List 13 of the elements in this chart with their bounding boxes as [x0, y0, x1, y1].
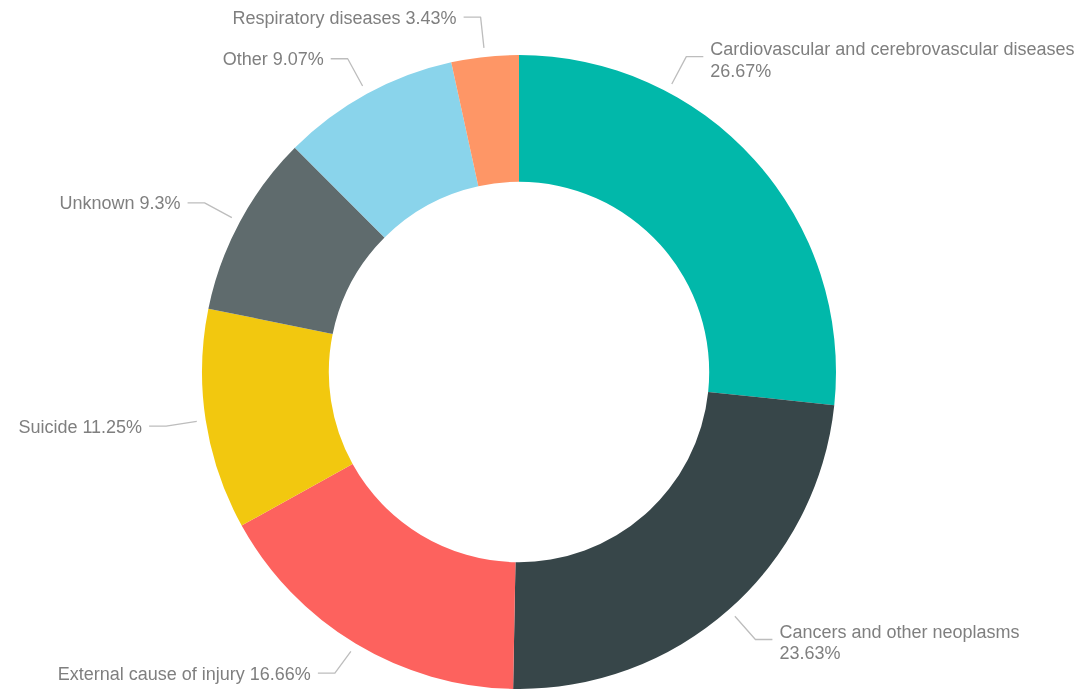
donut-slice	[451, 55, 519, 187]
donut-slice	[202, 308, 353, 526]
slice-label: Respiratory diseases 3.43%	[232, 7, 457, 28]
slice-label: External cause of injury 16.66%	[57, 663, 311, 684]
donut-slice	[208, 147, 385, 334]
slice-label: Other 9.07%	[222, 49, 324, 70]
data-label: 23.63%	[779, 643, 841, 664]
slice-label: Suicide 11.25%	[18, 416, 143, 437]
data-label: 26.67%	[710, 60, 772, 81]
donut-slice	[519, 55, 836, 406]
slice-label: Cardiovascular and cerebrovascular diseases	[710, 38, 1075, 59]
slice-label: Unknown 9.3%	[59, 193, 181, 214]
slice-label: Cancers and other neoplasms	[779, 621, 1020, 642]
